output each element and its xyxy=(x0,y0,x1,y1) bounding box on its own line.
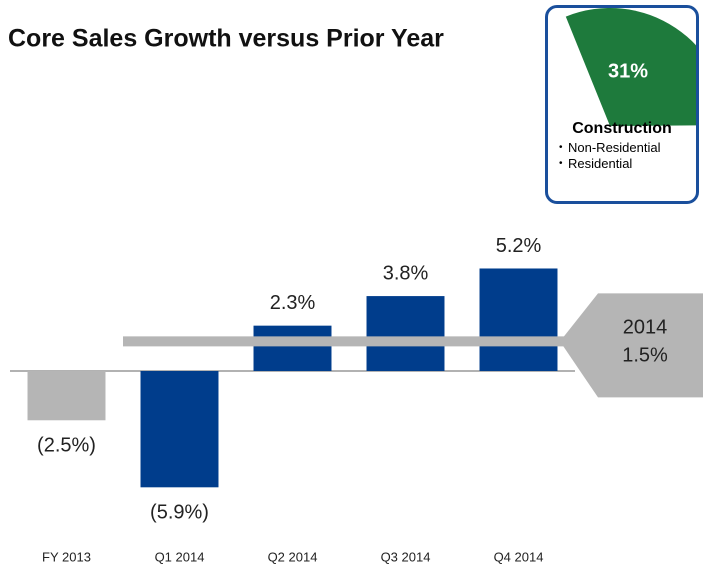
reference-value: 1.5% xyxy=(622,345,668,367)
inset-legend: Construction Non-ResidentialResidential xyxy=(548,120,696,172)
inset-title: Construction xyxy=(572,120,672,137)
x-tick-label: Q2 2014 xyxy=(268,549,318,564)
bar xyxy=(253,325,332,371)
bar xyxy=(140,371,219,488)
value-label: 5.2% xyxy=(496,235,542,257)
x-tick-label: Q1 2014 xyxy=(155,549,205,564)
inset-item: Residential xyxy=(568,156,663,172)
inset-box: 31% Construction Non-ResidentialResident… xyxy=(545,5,699,204)
pie-label: 31% xyxy=(608,60,648,82)
x-tick-label: Q4 2014 xyxy=(494,549,544,564)
bar xyxy=(366,296,445,371)
inset-items: Non-ResidentialResidential xyxy=(548,140,663,172)
inset-item: Non-Residential xyxy=(568,140,663,156)
bar xyxy=(27,371,106,421)
pie-slice xyxy=(565,8,696,126)
value-label: 2.3% xyxy=(270,292,316,314)
value-label: 3.8% xyxy=(383,262,429,284)
chart-title: Core Sales Growth versus Prior Year xyxy=(8,25,444,53)
reference-label: 2014 xyxy=(623,317,668,339)
reference-callout xyxy=(560,293,703,398)
value-label: (5.9%) xyxy=(150,502,209,524)
x-tick-label: FY 2013 xyxy=(42,549,91,564)
x-tick-label: Q3 2014 xyxy=(381,549,431,564)
inset-pie: 31% xyxy=(565,8,696,126)
bar xyxy=(479,268,558,371)
value-label: (2.5%) xyxy=(37,435,96,457)
